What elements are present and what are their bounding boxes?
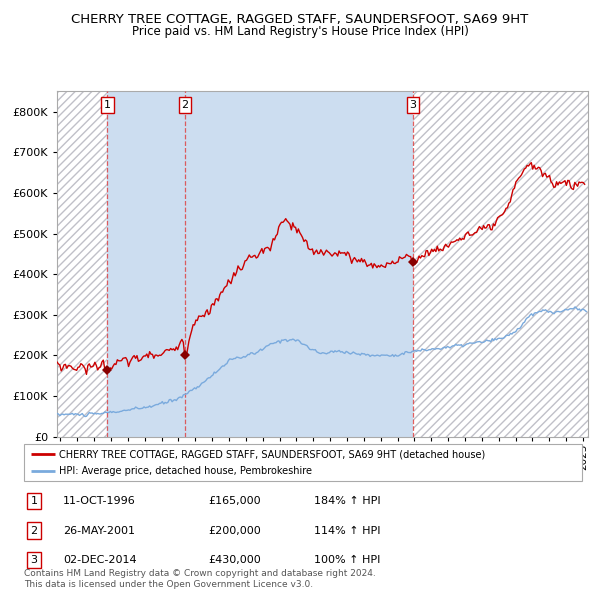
Text: 2: 2 (182, 100, 188, 110)
Text: 184% ↑ HPI: 184% ↑ HPI (314, 496, 381, 506)
Text: Contains HM Land Registry data © Crown copyright and database right 2024.
This d: Contains HM Land Registry data © Crown c… (24, 569, 376, 589)
Text: 114% ↑ HPI: 114% ↑ HPI (314, 526, 380, 536)
Text: 100% ↑ HPI: 100% ↑ HPI (314, 555, 380, 565)
Bar (107, 91, 185, 437)
Text: 1: 1 (104, 100, 111, 110)
Text: £165,000: £165,000 (208, 496, 261, 506)
Text: 1: 1 (31, 496, 38, 506)
Text: 02-DEC-2014: 02-DEC-2014 (63, 555, 137, 565)
Text: 2: 2 (31, 526, 38, 536)
Bar (413, 91, 588, 437)
Text: 3: 3 (410, 100, 416, 110)
Text: £430,000: £430,000 (208, 555, 261, 565)
FancyBboxPatch shape (24, 444, 582, 481)
Text: 26-MAY-2001: 26-MAY-2001 (63, 526, 135, 536)
Text: 11-OCT-1996: 11-OCT-1996 (63, 496, 136, 506)
Text: 3: 3 (31, 555, 38, 565)
Bar (57, 91, 107, 437)
Text: HPI: Average price, detached house, Pembrokeshire: HPI: Average price, detached house, Pemb… (59, 466, 312, 476)
Text: CHERRY TREE COTTAGE, RAGGED STAFF, SAUNDERSFOOT, SA69 9HT (detached house): CHERRY TREE COTTAGE, RAGGED STAFF, SAUND… (59, 449, 485, 459)
Text: Price paid vs. HM Land Registry's House Price Index (HPI): Price paid vs. HM Land Registry's House … (131, 25, 469, 38)
Text: £200,000: £200,000 (208, 526, 261, 536)
Bar (185, 91, 413, 437)
Text: CHERRY TREE COTTAGE, RAGGED STAFF, SAUNDERSFOOT, SA69 9HT: CHERRY TREE COTTAGE, RAGGED STAFF, SAUND… (71, 13, 529, 26)
